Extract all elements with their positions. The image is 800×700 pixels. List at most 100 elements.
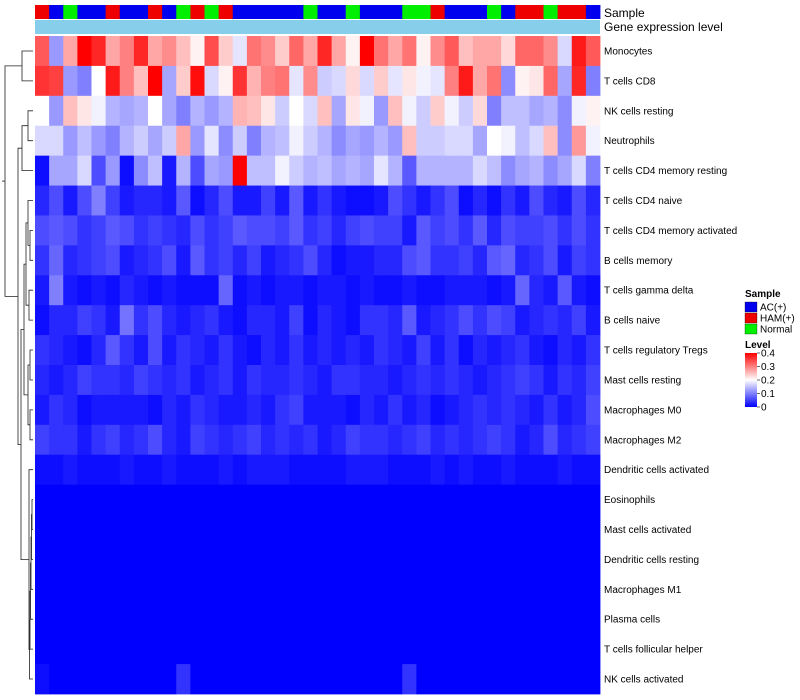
heatmap-cell [317, 185, 333, 216]
heatmap-cell [204, 604, 220, 635]
heatmap-cell [275, 634, 290, 665]
heatmap-cell [204, 365, 220, 396]
heatmap-cell [176, 155, 191, 186]
heatmap-cell [49, 185, 64, 216]
heatmap-cell [303, 125, 318, 157]
heatmap-cell [487, 544, 502, 575]
heatmap-cell [501, 664, 516, 695]
heatmap-cell [331, 36, 347, 67]
heatmap-cell [458, 454, 474, 486]
heatmap-cell [148, 514, 163, 545]
heatmap-cell [557, 514, 573, 545]
heatmap-cell [35, 454, 50, 486]
heatmap-cell [176, 245, 191, 276]
heatmap-cell [529, 215, 544, 246]
heatmap-cell [176, 305, 191, 336]
heatmap-cell [190, 664, 205, 695]
heatmap-cell [501, 484, 516, 515]
heatmap-cell [275, 36, 290, 67]
heatmap-cell [388, 664, 403, 695]
sample-annotation-cell [133, 5, 149, 19]
heatmap-cell [557, 125, 573, 157]
heatmap-cell [232, 574, 248, 605]
heatmap-cell [289, 664, 304, 695]
heatmap-cell [557, 634, 573, 665]
heatmap-cell [430, 65, 446, 97]
heatmap-cell [501, 335, 516, 366]
heatmap-cell [571, 604, 587, 635]
heatmap-cell [261, 514, 276, 545]
heatmap-cell [430, 484, 446, 515]
heatmap-cell [190, 275, 205, 306]
heatmap-cell [261, 484, 276, 515]
heatmap-cell [35, 185, 50, 216]
heatmap-cell [331, 65, 347, 97]
heatmap-cell [275, 454, 290, 486]
level-legend-title: Level [745, 340, 771, 351]
heatmap-cell [472, 65, 488, 97]
heatmap-cell [176, 335, 191, 366]
heatmap-cell [105, 275, 121, 306]
heatmap-cell [444, 484, 460, 515]
heatmap-cell [359, 454, 375, 486]
row-label: Monocytes [604, 46, 652, 57]
heatmap-cell [571, 65, 587, 97]
heatmap-cell [176, 484, 191, 515]
heatmap-cell [289, 305, 304, 336]
heatmap-cell [289, 185, 304, 216]
heatmap-cell [515, 155, 530, 186]
heatmap-cell [77, 544, 92, 575]
heatmap-cell [472, 335, 488, 366]
heatmap-cell [345, 365, 361, 396]
heatmap-cell [148, 215, 163, 246]
heatmap-cell [515, 634, 530, 665]
heatmap-cell [501, 36, 516, 67]
sample-annotation-cell [416, 5, 431, 19]
heatmap-cell [529, 365, 544, 396]
heatmap-cell [331, 574, 347, 605]
heatmap-cell [571, 335, 587, 366]
heatmap-cell [543, 484, 559, 515]
heatmap-cell [472, 424, 488, 456]
heatmap-cell [430, 365, 446, 396]
heatmap-cell [345, 394, 361, 426]
heatmap-cell [218, 634, 234, 665]
heatmap-cell [49, 394, 64, 426]
heatmap-cell [359, 335, 375, 366]
heatmap-cell [218, 365, 234, 396]
dendrogram-branch [25, 222, 29, 306]
heatmap-cell [218, 484, 234, 515]
row-label: Macrophages M2 [604, 435, 682, 446]
sample-annotation-cell [289, 5, 304, 19]
heatmap-cell [543, 664, 559, 695]
heatmap-cell [317, 454, 333, 486]
heatmap-cell [501, 365, 516, 396]
heatmap-cell [303, 664, 318, 695]
heatmap-cell [402, 604, 417, 635]
heatmap-cell [317, 394, 333, 426]
heatmap-cell [557, 454, 573, 486]
heatmap-cell [388, 275, 403, 306]
heatmap-cell [63, 664, 78, 695]
heatmap-cell [529, 544, 544, 575]
heatmap-cell [105, 544, 121, 575]
heatmap-cell [585, 484, 601, 515]
heatmap-cell [49, 155, 64, 186]
heatmap-cell [557, 664, 573, 695]
heatmap-cell [275, 305, 290, 336]
heatmap-cell [289, 424, 304, 456]
heatmap-cell [246, 65, 262, 97]
heatmap-cell [458, 514, 474, 545]
heatmap-cell [402, 215, 417, 246]
heatmap-cell [148, 365, 163, 396]
heatmap-cell [232, 275, 248, 306]
heatmap-cell [557, 484, 573, 515]
heatmap-cell [416, 394, 431, 426]
heatmap-cell [119, 394, 135, 426]
heatmap-cell [444, 454, 460, 486]
heatmap-cell [63, 514, 78, 545]
heatmap-cell [501, 155, 516, 186]
row-label: T cells CD4 memory resting [604, 166, 727, 177]
heatmap-cell [529, 125, 544, 157]
heatmap-cell [232, 185, 248, 216]
